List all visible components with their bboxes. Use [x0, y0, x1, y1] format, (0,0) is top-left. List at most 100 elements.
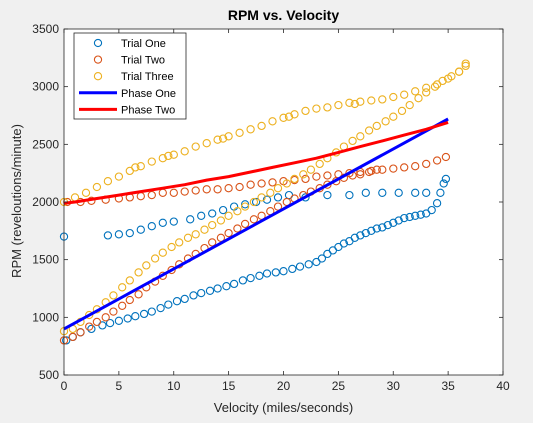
- legend-label: Phase One: [121, 88, 176, 100]
- x-tick-label: 25: [332, 379, 346, 393]
- y-tick-label: 1500: [32, 253, 59, 267]
- trial-one-point: [394, 188, 403, 197]
- trial-one-point: [427, 205, 436, 215]
- trial-one-point: [356, 231, 365, 240]
- trial-one-point: [411, 188, 420, 197]
- legend-label: Phase Two: [121, 104, 175, 116]
- trial-three-point: [411, 87, 420, 96]
- trial-three-point: [150, 254, 160, 263]
- trial-three-point: [461, 61, 470, 71]
- trial-two-point: [191, 186, 200, 195]
- trial-two-point: [118, 301, 127, 310]
- trial-three-point: [191, 142, 200, 151]
- trial-three-point: [85, 310, 94, 320]
- trial-one-point: [123, 314, 132, 323]
- trial-one-point: [345, 190, 354, 200]
- trial-two-point: [68, 332, 77, 342]
- trial-one-point: [394, 216, 403, 225]
- trial-three-point: [240, 202, 250, 211]
- x-tick-label: 30: [387, 379, 401, 393]
- trial-one-point: [240, 200, 250, 209]
- trial-two-point: [180, 187, 189, 196]
- trial-two-point: [213, 185, 222, 194]
- trial-three-point: [268, 117, 277, 126]
- trial-one-point: [131, 312, 140, 321]
- trial-three-point: [81, 188, 91, 197]
- trial-three-point: [224, 132, 233, 141]
- trial-three-point: [454, 67, 464, 76]
- trial-two-point: [134, 290, 143, 299]
- trial-three-point: [200, 225, 209, 234]
- trial-three-point: [367, 96, 376, 105]
- trial-two-point: [257, 179, 266, 188]
- trial-two-point: [101, 313, 110, 322]
- trial-one-point: [136, 225, 145, 234]
- trial-three-point: [131, 163, 140, 172]
- trial-three-point: [134, 268, 143, 277]
- trial-three-point: [183, 233, 193, 242]
- legend-marker: [93, 72, 103, 81]
- trial-two-point: [208, 238, 217, 247]
- trial-one-point: [279, 267, 288, 276]
- trial-two-point: [109, 307, 118, 316]
- trial-two-point: [235, 182, 244, 192]
- trial-two-point: [233, 224, 242, 233]
- legend-marker: [93, 55, 103, 64]
- trial-one-point: [197, 288, 206, 298]
- trial-one-point: [180, 294, 189, 304]
- trial-two-point: [400, 163, 409, 172]
- trial-one-point: [411, 211, 420, 220]
- trial-two-point: [169, 188, 178, 197]
- trial-two-point: [273, 202, 283, 211]
- trial-three-point: [334, 100, 343, 110]
- trial-one-point: [255, 271, 264, 280]
- trial-one-point: [372, 224, 381, 233]
- x-tick-label: 10: [167, 379, 181, 393]
- trial-one-point: [147, 222, 156, 231]
- trial-three-point: [158, 154, 167, 163]
- legend-marker: [93, 38, 103, 48]
- legend-box: [73, 32, 187, 120]
- trial-two-point: [367, 166, 376, 176]
- x-tick-label: 40: [496, 379, 510, 393]
- trial-three-point: [405, 100, 414, 110]
- trial-three-point: [397, 106, 407, 116]
- trial-one-point: [105, 318, 115, 328]
- trial-one-point: [87, 324, 96, 334]
- trial-three-point: [257, 121, 266, 131]
- trial-two-point: [268, 178, 277, 187]
- trial-one-point: [416, 210, 425, 219]
- trial-one-point: [169, 217, 178, 226]
- chart-title: RPM vs. Velocity: [228, 7, 339, 23]
- trial-two-point: [378, 165, 387, 174]
- trial-one-point: [172, 297, 182, 306]
- phase-two-line: [63, 120, 449, 205]
- trial-three-point: [306, 165, 316, 174]
- y-tick-label: 1000: [32, 310, 59, 324]
- trial-three-point: [284, 112, 294, 121]
- x-tick-label: 15: [222, 379, 236, 393]
- trial-one-point: [441, 174, 451, 184]
- trial-one-point: [288, 264, 297, 274]
- trial-one-point: [158, 218, 167, 227]
- y-axis: 500 1000 1500 2000 2500 3000 3500: [32, 22, 503, 382]
- trial-one-point: [125, 228, 134, 238]
- trial-one-point: [361, 228, 370, 238]
- trial-two-point: [224, 184, 233, 193]
- trial-one-point: [197, 211, 206, 220]
- trial-three-point: [175, 238, 184, 247]
- legend-item-trial-two: Trial Two: [93, 55, 165, 67]
- trial-two-point: [224, 228, 233, 238]
- trial-three-point: [167, 242, 176, 252]
- trial-three-point: [372, 121, 381, 131]
- trial-two-point: [411, 162, 420, 171]
- trial-two-point: [167, 265, 176, 275]
- trial-three-point: [315, 159, 324, 169]
- trial-three-point: [158, 248, 167, 257]
- trial-one-point: [189, 291, 198, 300]
- trial-one-point: [147, 307, 156, 316]
- trial-two-point: [85, 322, 94, 331]
- trial-three-point: [323, 103, 332, 112]
- legend-label: Trial One: [121, 38, 166, 50]
- trial-three-point: [216, 216, 226, 225]
